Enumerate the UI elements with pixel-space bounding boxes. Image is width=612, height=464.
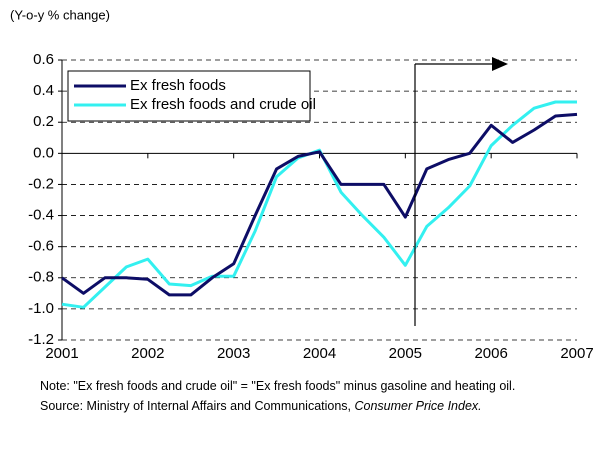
legend-label: Ex fresh foods xyxy=(130,77,226,94)
x-tick-label: 2005 xyxy=(389,345,422,362)
note: Note: "Ex fresh foods and crude oil" = "… xyxy=(40,379,516,393)
x-tick-label: 2004 xyxy=(303,345,336,362)
source: Source: Ministry of Internal Affairs and… xyxy=(40,396,580,416)
source-title: Consumer Price Index. xyxy=(354,399,482,413)
y-tick-label: 0.0 xyxy=(33,144,54,161)
x-tick-label: 2001 xyxy=(45,345,78,362)
arrow-head xyxy=(492,57,508,71)
y-tick-label: 0.6 xyxy=(33,51,54,68)
y-tick-label: 0.2 xyxy=(33,113,54,130)
y-tick-label: -0.6 xyxy=(28,238,54,255)
x-tick-label: 2003 xyxy=(217,345,250,362)
series-line xyxy=(61,100,577,309)
y-tick-label: -1.0 xyxy=(28,300,54,317)
y-tick-label: -0.8 xyxy=(28,269,54,286)
legend-label: Ex fresh foods and crude oil xyxy=(130,96,316,113)
x-tick-label: 2006 xyxy=(474,345,507,362)
series-line xyxy=(61,112,578,297)
y-tick-label: -0.2 xyxy=(28,175,54,192)
lines xyxy=(61,100,578,309)
x-tick-label: 2007 xyxy=(560,345,593,362)
chart: (Y-o-y % change) 0.6 0.4 0.2 0.0 -0.2 -0.4 -0.… xyxy=(10,7,594,362)
notes: Note: "Ex fresh foods and crude oil" = "… xyxy=(40,376,580,416)
x-tick-label: 2002 xyxy=(131,345,164,362)
y-tick-label: -0.4 xyxy=(28,207,54,224)
y-axis-label: (Y-o-y % change) xyxy=(10,7,110,22)
y-tick-label: -1.2 xyxy=(28,331,54,348)
legend: Ex fresh foods Ex fresh foods and crude o… xyxy=(67,70,316,122)
legend-box xyxy=(67,70,311,122)
source-text: Source: Ministry of Internal Affairs and… xyxy=(40,399,355,413)
y-tick-label: 0.4 xyxy=(33,82,54,99)
